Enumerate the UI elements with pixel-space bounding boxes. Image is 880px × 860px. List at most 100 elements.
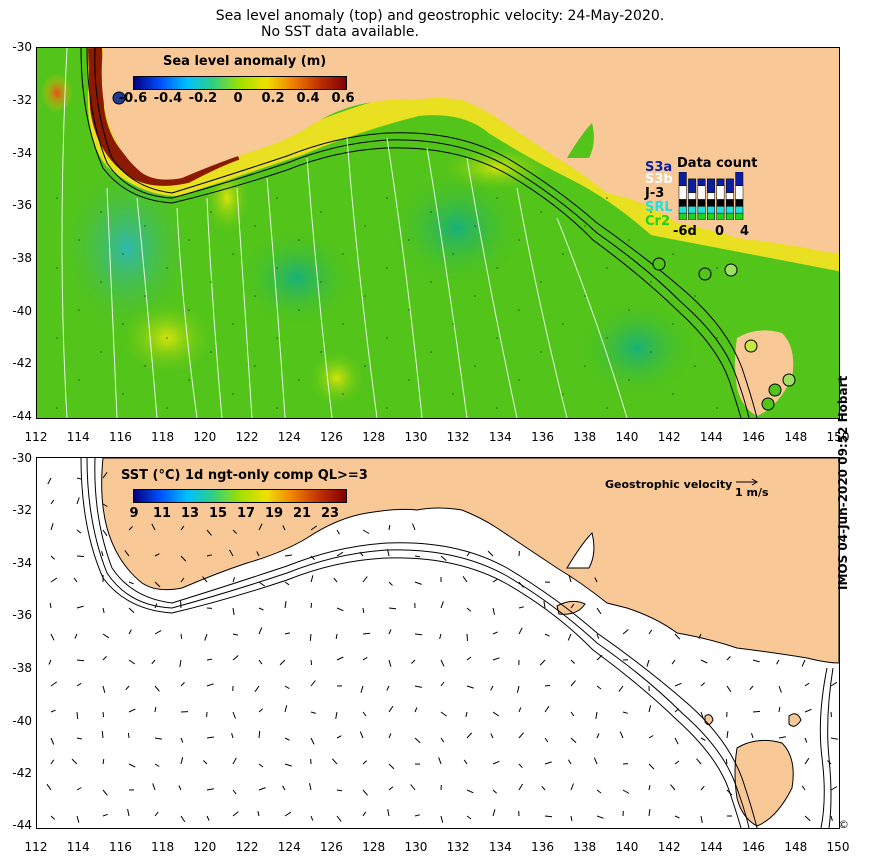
sample-dot	[430, 281, 432, 283]
velocity-vector	[232, 789, 237, 795]
sample-dot	[452, 323, 454, 325]
velocity-vector	[258, 787, 266, 791]
velocity-vector	[596, 685, 602, 690]
sample-dot	[166, 337, 168, 339]
velocity-vectors	[46, 472, 838, 823]
lat-tick-label: -30	[12, 451, 32, 465]
sst-tick-label: 13	[180, 506, 200, 521]
lon-tick-label: 114	[66, 430, 90, 444]
velocity-vector	[50, 737, 55, 745]
data-count-title: Data count	[677, 156, 758, 171]
velocity-vector	[518, 763, 523, 769]
velocity-vector	[414, 707, 418, 713]
lon-tick-label: 112	[24, 840, 48, 854]
velocity-vector	[151, 523, 156, 531]
data-count-bar-s3a	[725, 178, 734, 193]
velocity-vector	[180, 633, 183, 639]
tide-gauge-marker	[782, 373, 796, 387]
velocity-vector	[386, 685, 390, 691]
velocity-vector	[258, 581, 265, 587]
data-count-bar-cr2	[707, 212, 715, 220]
sample-dot	[320, 351, 322, 353]
velocity-vector	[309, 633, 312, 642]
velocity-vector	[206, 736, 214, 739]
velocity-vector	[102, 685, 106, 693]
data-count-bar-srl	[678, 206, 687, 214]
velocity-vector	[544, 633, 550, 637]
velocity-vector	[440, 601, 444, 609]
lon-tick-label: 120	[193, 840, 217, 854]
velocity-vector	[362, 632, 371, 635]
velocity-vector	[178, 785, 182, 791]
lat-tick-label: -36	[12, 608, 32, 622]
sla-high-anomaly	[41, 73, 73, 113]
velocity-vector	[698, 633, 702, 639]
velocity-vector	[76, 555, 85, 557]
velocity-vector	[336, 815, 342, 822]
velocity-vector	[804, 737, 808, 743]
data-count-series-label: Cr2	[645, 214, 670, 229]
lon-tick-label: 146	[742, 840, 766, 854]
velocity-vector	[830, 737, 838, 740]
velocity-vector	[206, 683, 214, 687]
velocity-vector	[440, 737, 445, 743]
velocity-vector	[462, 576, 468, 583]
velocity-vector	[73, 577, 78, 583]
velocity-vector	[206, 815, 210, 821]
velocity-vector	[827, 760, 832, 765]
velocity-vector	[180, 555, 187, 562]
velocity-vector	[778, 736, 786, 739]
velocity-vector	[154, 685, 160, 692]
velocity-vector	[726, 731, 729, 739]
velocity-vector	[232, 577, 236, 583]
sample-dot	[188, 309, 190, 311]
sample-dot	[298, 309, 300, 311]
velocity-vector	[232, 633, 239, 636]
sample-dot	[210, 211, 212, 213]
velocity-vector	[336, 735, 342, 739]
velocity-vector	[258, 523, 263, 531]
velocity-vector	[414, 555, 420, 558]
sample-dot	[474, 295, 476, 297]
velocity-vector	[76, 737, 82, 740]
velocity-vector	[154, 811, 159, 817]
sample-dot	[144, 295, 146, 297]
sample-dot	[254, 225, 256, 227]
velocity-vector	[125, 685, 130, 691]
velocity-vector	[671, 659, 676, 665]
sample-dot	[78, 379, 80, 381]
velocity-vector	[567, 633, 572, 641]
sample-dot	[56, 337, 58, 339]
velocity-vector	[596, 633, 600, 639]
velocity-vector	[700, 815, 703, 823]
lat-tick-label: -32	[12, 503, 32, 517]
velocity-vector	[726, 656, 731, 661]
sample-dot	[188, 239, 190, 241]
sample-dot	[650, 351, 652, 353]
velocity-vector	[388, 525, 391, 531]
velocity-vector	[726, 685, 732, 693]
bathymetry-contours	[80, 48, 758, 418]
velocity-vector	[804, 708, 812, 713]
spencer-gulf	[566, 532, 595, 569]
velocity-vector	[180, 577, 185, 583]
velocity-vector	[279, 659, 286, 666]
velocity-vector	[154, 737, 162, 740]
tide-gauge-marker	[724, 263, 738, 277]
data-count-bar-s3a	[716, 178, 725, 186]
velocity-vector	[310, 737, 315, 745]
velocity-vector	[465, 711, 468, 718]
sample-dot	[342, 393, 344, 395]
velocity-vector	[749, 685, 754, 691]
sample-dot	[606, 407, 608, 409]
velocity-vector	[804, 682, 810, 687]
velocity-vector	[466, 815, 472, 820]
velocity-vector	[309, 783, 312, 791]
velocity-vector	[696, 758, 702, 765]
velocity-vector	[568, 575, 572, 583]
sla-tick-label: -0.2	[188, 91, 218, 106]
lat-tick-label: -38	[12, 251, 32, 265]
sla-map	[37, 48, 839, 418]
velocity-vector	[414, 737, 421, 744]
velocity-vector	[50, 633, 55, 641]
